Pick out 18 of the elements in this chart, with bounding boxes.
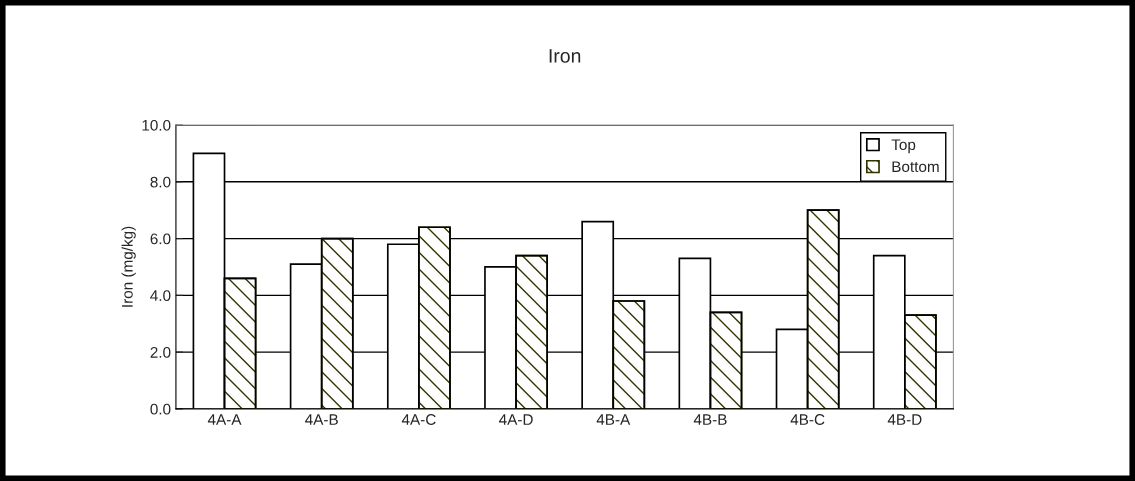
- x-tick-label: 4B-C: [790, 414, 825, 425]
- y-tick-label: 6.0: [150, 233, 171, 245]
- y-tick-label: 10.0: [142, 119, 171, 131]
- y-tick-label: 4.0: [150, 290, 171, 302]
- x-tick-label: 4A-C: [401, 414, 436, 425]
- x-tick-label: 4A-D: [499, 414, 533, 425]
- x-tick-label: 4A-A: [207, 414, 242, 425]
- legend-label: Top: [891, 139, 916, 154]
- y-tick-label: 0.0: [150, 403, 171, 415]
- x-tick-label: 4B-D: [887, 414, 922, 425]
- legend-label: Bottom: [892, 161, 939, 173]
- y-tick-label: 8.0: [150, 176, 171, 188]
- y-axis-title: Iron (mg/kg): [121, 226, 136, 307]
- chart-title: Iron: [549, 49, 581, 63]
- x-tick-label: 4B-A: [596, 414, 631, 425]
- x-tick-label: 4A-B: [305, 414, 338, 425]
- y-tick-label: 2.0: [150, 346, 171, 358]
- x-tick-label: 4B-B: [693, 414, 727, 425]
